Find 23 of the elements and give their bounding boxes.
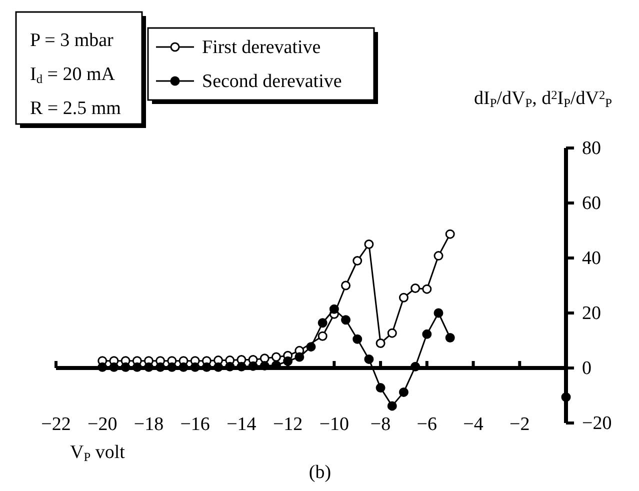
y-tick-label: 60 bbox=[582, 193, 601, 214]
y-tick-label: 80 bbox=[582, 138, 601, 159]
legend-label: Second derevative bbox=[202, 71, 342, 92]
y-tick-label: 20 bbox=[582, 303, 601, 324]
text: R = 2.5 mm bbox=[30, 98, 122, 119]
x-tick-label: −10 bbox=[319, 414, 350, 435]
x-tick-label: −8 bbox=[370, 414, 391, 435]
x-axis-title: V$_{P}$ volt bbox=[70, 442, 126, 464]
x-tick-label: −4 bbox=[463, 414, 484, 435]
legend-label: First derevative bbox=[202, 37, 321, 58]
x-tick-label: −6 bbox=[416, 414, 438, 435]
text: I$_{d}$ = 20 mA bbox=[30, 64, 116, 86]
x-tick-label: −22 bbox=[41, 414, 71, 435]
x-tick-label: −12 bbox=[272, 414, 303, 435]
x-tick-label: −14 bbox=[226, 414, 257, 435]
x-tick-label: −16 bbox=[180, 414, 210, 435]
y-tick-label: 40 bbox=[582, 248, 601, 269]
x-tick-label: −20 bbox=[88, 414, 118, 435]
text: P = 3 mbar bbox=[30, 30, 114, 51]
x-tick-label: −18 bbox=[134, 414, 164, 435]
x-tick-label: −2 bbox=[510, 414, 530, 435]
y-tick-label: 0 bbox=[582, 358, 592, 379]
text: (b) bbox=[308, 462, 332, 483]
